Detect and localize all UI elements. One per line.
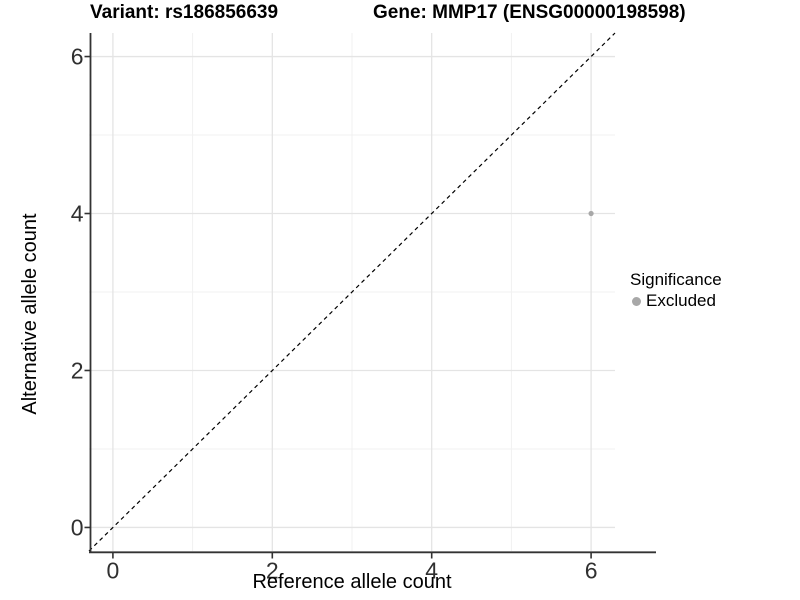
legend-title: Significance <box>630 270 722 289</box>
legend-item-label: Excluded <box>646 291 716 310</box>
gene-title: Gene: MMP17 (ENSG00000198598) <box>373 2 686 23</box>
excluded-point-icon <box>632 296 641 306</box>
x-tick-label: 4 <box>425 558 438 584</box>
variant-title: Variant: rs186856639 <box>90 2 279 23</box>
y-tick-label: 6 <box>71 44 84 70</box>
data-point <box>588 210 594 217</box>
x-axis-title: Reference allele count <box>252 571 452 593</box>
y-tick-label: 4 <box>71 201 84 227</box>
x-tick-label: 0 <box>107 558 120 584</box>
x-tick-label: 6 <box>585 558 598 584</box>
identity-dashed-line <box>88 32 616 552</box>
y-tick-label: 0 <box>71 514 84 540</box>
y-tick-label: 2 <box>71 357 84 383</box>
y-axis-title: Alternative allele count <box>19 213 41 415</box>
legend: Significance Excluded <box>630 270 722 311</box>
legend-item-excluded: Excluded <box>630 291 722 311</box>
x-tick-label: 2 <box>266 558 279 584</box>
